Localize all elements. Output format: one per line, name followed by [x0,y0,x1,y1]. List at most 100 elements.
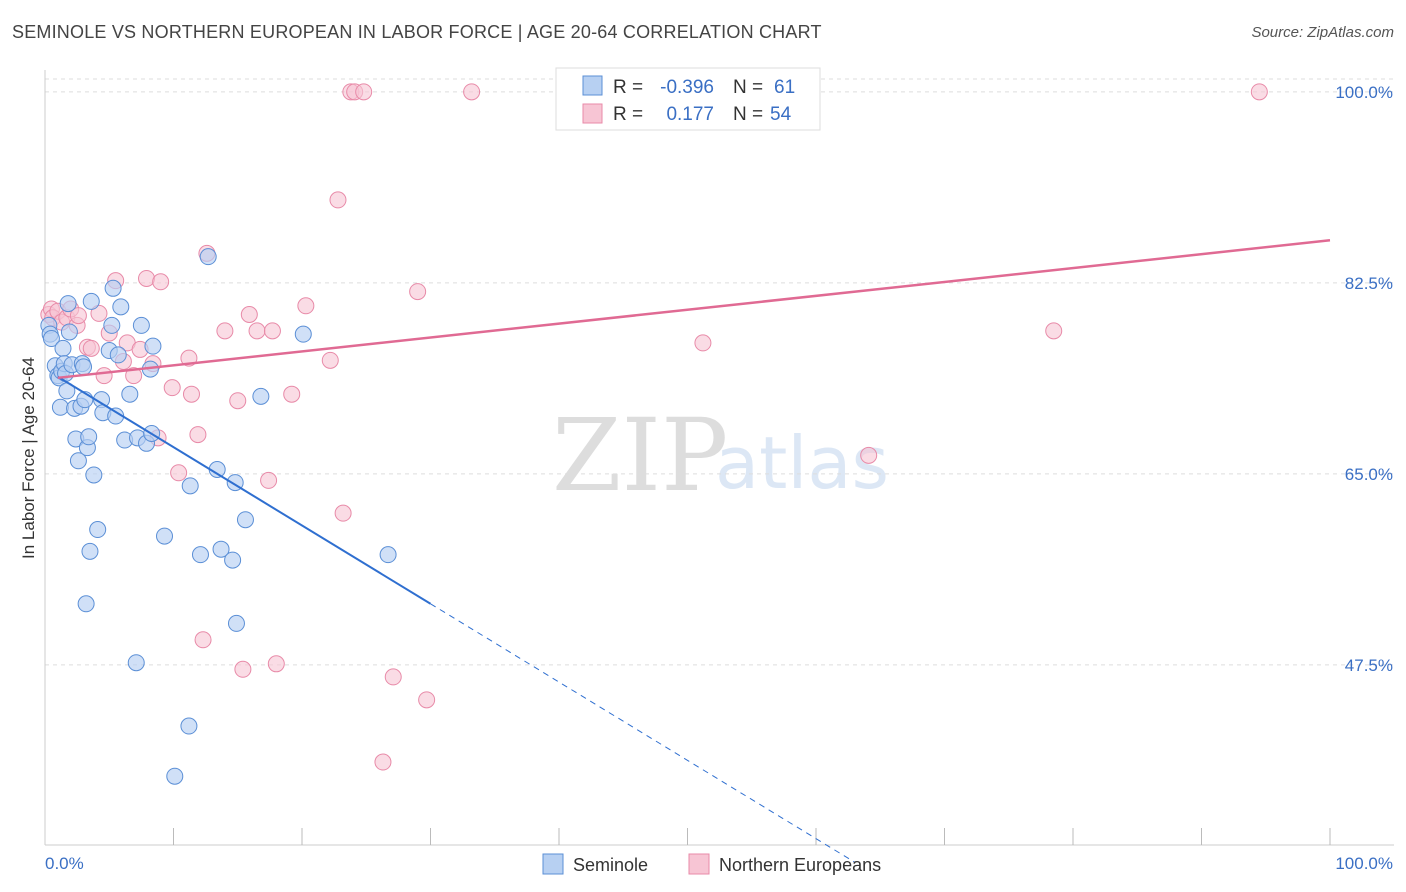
legend-n-value-2: 54 [770,104,792,125]
bottom-legend-label-seminole: Seminole [573,855,648,875]
northern-europeans-point [694,334,712,352]
northern-europeans-point [374,753,392,771]
seminole-point [80,428,98,446]
seminole-point [112,298,130,316]
northern-europeans-point [240,306,258,324]
seminole-point [191,546,209,564]
legend-r-label-1: R = [613,77,643,98]
seminole-point [121,385,139,403]
seminole-trend-extension [430,603,855,863]
seminole-point [103,316,121,334]
seminole-point [156,527,174,545]
legend-swatch-seminole [582,75,603,96]
northern-europeans-point [69,307,87,325]
northern-europeans-point [355,83,373,101]
northern-europeans-point [194,631,212,649]
watermark-atlas: atlas [715,421,889,505]
seminole-point [212,540,230,558]
watermark: ZIP atlas [552,397,889,514]
northern-europeans-point [189,426,207,444]
northern-europeans-point [95,367,113,385]
x-tick-label: 0.0% [45,854,84,873]
northern-europeans-point [463,83,481,101]
northern-europeans-point [329,191,347,209]
bottom-legend-label-northern: Northern Europeans [719,855,881,875]
legend-swatch-northern [582,103,603,124]
seminole-point [181,477,199,495]
northern-europeans-point [125,367,143,385]
northern-europeans-point [267,655,285,673]
seminole-point [75,358,93,376]
northern-europeans-points [40,83,1268,771]
seminole-point [109,346,127,364]
seminole-point [144,337,162,355]
seminole-point [51,398,69,416]
seminole-point [89,521,107,539]
bottom-legend-swatch-northern [688,853,710,875]
northern-europeans-point [216,322,234,340]
seminole-point [85,466,103,484]
seminole-point [180,717,198,735]
northern-europeans-point [297,297,315,315]
series-legend: Seminole Northern Europeans [542,853,881,875]
northern-europeans-point [90,304,108,322]
seminole-point [60,323,78,341]
seminole-point [59,295,77,313]
y-tick-label: 82.5% [1345,274,1393,293]
northern-europeans-point [170,464,188,482]
y-tick-label: 100.0% [1335,83,1393,102]
northern-europeans-point [409,283,427,301]
seminole-point [81,542,99,560]
legend-r-value-1: -0.396 [660,77,714,98]
seminole-trend-line [57,375,432,605]
seminole-point [127,654,145,672]
seminole-point [69,452,87,470]
seminole-point [379,546,397,564]
northern-europeans-point [334,504,352,522]
seminole-points [40,248,397,785]
northern-europeans-point [82,339,100,357]
legend-n-value-1: 61 [774,77,795,98]
correlation-legend: R = -0.396 N = 61 R = 0.177 N = 54 [555,67,821,131]
seminole-point [132,316,150,334]
seminole-point [54,339,72,357]
gridlines [45,78,1394,666]
seminole-point [236,511,254,529]
legend-r-label-2: R = [613,104,643,125]
northern-europeans-point [860,446,878,464]
bottom-legend-swatch-seminole [542,853,564,875]
northern-europeans-point [229,392,247,410]
axes [44,70,1394,846]
seminole-point [166,767,184,785]
northern-europeans-point [263,322,281,340]
northern-europeans-point [1250,83,1268,101]
seminole-point [227,614,245,632]
northern-europeans-point [1045,322,1063,340]
y-tick-label: 47.5% [1345,656,1393,675]
legend-n-label-2: N = [733,104,763,125]
northern-europeans-point [152,273,170,291]
trend-lines [57,239,1331,863]
seminole-point [77,595,95,613]
northern-europeans-point [182,385,200,403]
northern-europeans-point [283,385,301,403]
northern-europeans-trend-line [57,239,1331,380]
northern-europeans-point [248,322,266,340]
y-tick-label: 65.0% [1345,465,1393,484]
seminole-point [104,279,122,297]
northern-europeans-point [321,351,339,369]
y-axis-title: In Labor Force | Age 20-64 [19,357,38,559]
axis-ticks: 47.5% 65.0% 82.5% 100.0% 0.0% 100.0% [45,83,1393,873]
seminole-point [82,292,100,310]
legend-n-label-1: N = [733,77,763,98]
seminole-point [224,551,242,569]
northern-europeans-point [234,660,252,678]
northern-europeans-point [163,379,181,397]
seminole-point [199,248,217,266]
northern-europeans-point [418,691,436,709]
legend-r-value-2: 0.177 [666,104,714,125]
seminole-point [294,325,312,343]
northern-europeans-point [384,668,402,686]
chart-source: Source: ZipAtlas.com [1251,24,1394,41]
